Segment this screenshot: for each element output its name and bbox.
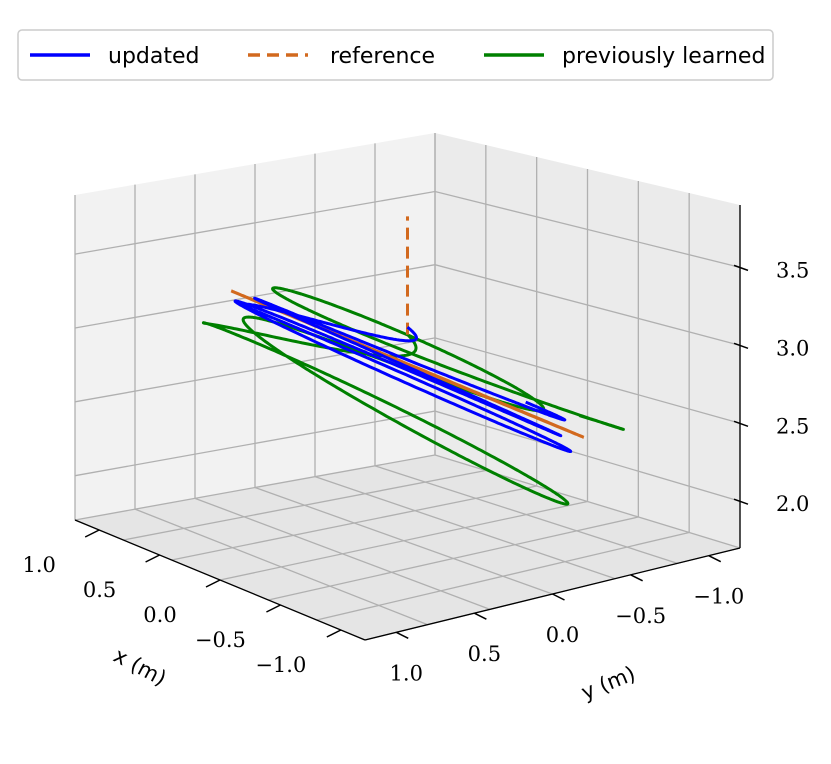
x-tick-label: −1.0 bbox=[255, 653, 306, 677]
legend-label-updated: updated bbox=[108, 44, 199, 69]
grid-line-floor-b bbox=[316, 531, 690, 621]
z-tick-mark bbox=[733, 420, 749, 427]
axes-panes bbox=[75, 133, 740, 640]
y-tick-label: 0.5 bbox=[468, 642, 501, 666]
x-tick-label: 1.0 bbox=[22, 553, 55, 577]
legend-label-previously-learned: previously learned bbox=[562, 44, 765, 69]
pane-floor bbox=[75, 455, 740, 640]
x-axis-label: x (m) bbox=[110, 643, 171, 690]
y-axis-label: y (m) bbox=[578, 661, 639, 704]
y-tick-mark bbox=[630, 574, 643, 582]
grid-line-z bbox=[74, 337, 741, 424]
x-tick-mark bbox=[266, 604, 281, 613]
y-tick-mark bbox=[395, 631, 409, 640]
x-tick-mark bbox=[145, 554, 160, 563]
x-tick-label: 0.5 bbox=[83, 578, 116, 602]
x-tick-mark bbox=[205, 579, 221, 588]
x-tick-label: 0.0 bbox=[143, 603, 176, 627]
grid-line-z bbox=[74, 264, 741, 346]
series-reference-circle bbox=[230, 289, 585, 439]
x-tick-label: −0.5 bbox=[195, 628, 246, 652]
z-tick-label: 2.5 bbox=[776, 414, 809, 438]
z-tick-mark bbox=[733, 342, 749, 350]
y-tick-label: 0.0 bbox=[546, 623, 579, 647]
grid-line-z bbox=[74, 190, 741, 268]
z-tick-mark bbox=[733, 264, 749, 272]
legend-label-reference: reference bbox=[330, 44, 435, 69]
z-tick-label: 3.5 bbox=[776, 258, 809, 282]
x-tick-mark bbox=[84, 529, 100, 538]
y-tick-label: −0.5 bbox=[615, 604, 666, 628]
z-tick-label: 2.0 bbox=[776, 492, 809, 516]
legend-box bbox=[17, 29, 774, 81]
legend: updated reference previously learned bbox=[17, 29, 774, 81]
y-tick-mark bbox=[708, 554, 722, 563]
series-updated bbox=[233, 296, 573, 453]
y-tick-mark bbox=[474, 612, 487, 620]
tick-labels: 1.0 0.5 0.0 −0.5 −1.0 1.0 0.5 0.0 −0.5 −1.0 2.0 2.5… bbox=[22, 258, 809, 685]
y-tick-label: 1.0 bbox=[390, 661, 423, 685]
grid-line-z bbox=[74, 410, 741, 502]
z-tick-mark bbox=[733, 498, 749, 505]
y-tick-label: −1.0 bbox=[693, 585, 744, 609]
x-tick-mark bbox=[326, 629, 342, 638]
trajectories bbox=[201, 216, 625, 506]
y-tick-mark bbox=[552, 593, 565, 601]
z-tick-label: 3.0 bbox=[776, 336, 809, 360]
